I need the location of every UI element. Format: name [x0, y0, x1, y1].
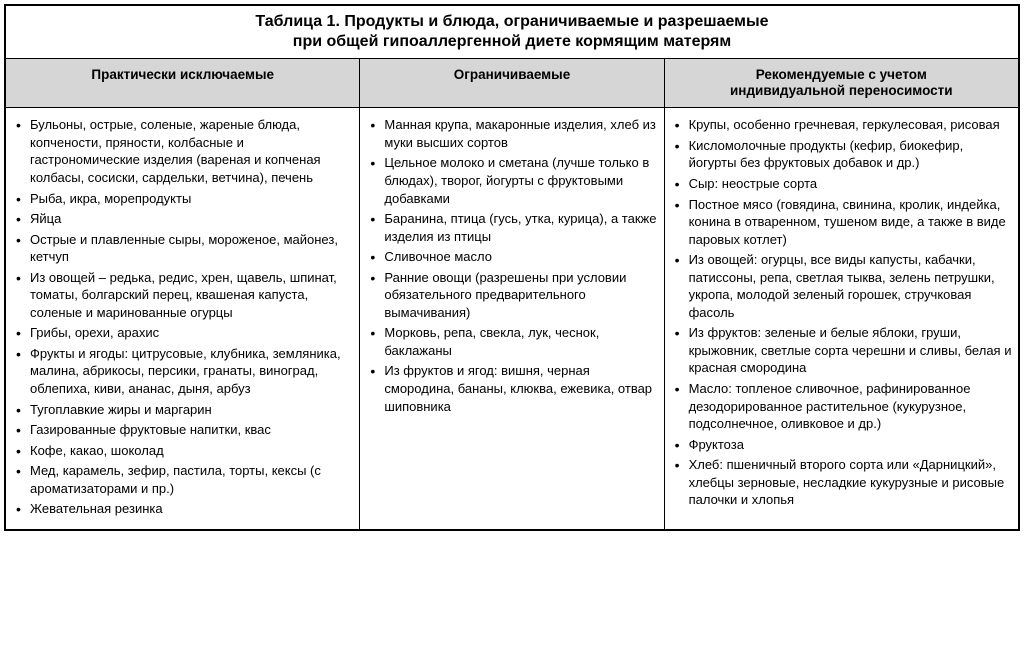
list-item: Жевательная резинка — [30, 500, 353, 521]
diet-table: Таблица 1. Продукты и блюда, ограничивае… — [4, 4, 1020, 531]
list-item: Масло: топленое сливочное, рафинированно… — [689, 380, 1012, 436]
list-item: Грибы, орехи, арахис — [30, 324, 353, 345]
list-item: Острые и плавленные сыры, мороженое, май… — [30, 231, 353, 269]
list-item: Фруктоза — [689, 436, 1012, 457]
limited-cell: Манная крупа, макаронные изделия, хлеб и… — [360, 108, 664, 530]
list-item: Из овощей – редька, редис, хрен, щавель,… — [30, 269, 353, 325]
list-item: Тугоплавкие жиры и маргарин — [30, 401, 353, 422]
list-item: Яйца — [30, 210, 353, 231]
title-line-1: Таблица 1. Продукты и блюда, ограничивае… — [255, 13, 768, 30]
recommended-cell: Крупы, особенно гречневая, геркулесовая,… — [664, 108, 1019, 530]
list-item: Рыба, икра, морепродукты — [30, 190, 353, 211]
column-header-recommended: Рекомендуемые с учетом индивидуальной пе… — [664, 59, 1019, 108]
table-title: Таблица 1. Продукты и блюда, ограничивае… — [5, 5, 1019, 59]
list-item: Манная крупа, макаронные изделия, хлеб и… — [384, 116, 657, 154]
list-item: Кисломолочные продукты (кефир, биокефир,… — [689, 137, 1012, 175]
list-item: Баранина, птица (гусь, утка, курица), а … — [384, 210, 657, 248]
list-item: Фрукты и ягоды: цитрусовые, клубника, зе… — [30, 345, 353, 401]
list-item: Постное мясо (говядина, свинина, кролик,… — [689, 196, 1012, 252]
list-item: Мед, карамель, зефир, пастила, торты, ке… — [30, 462, 353, 500]
excluded-cell: Бульоны, острые, соленые, жареные блюда,… — [5, 108, 360, 530]
list-item: Морковь, репа, свекла, лук, чеснок, бакл… — [384, 324, 657, 362]
list-item: Цельное молоко и сметана (лучше только в… — [384, 154, 657, 210]
list-item: Сливочное масло — [384, 248, 657, 269]
list-item: Из фруктов и ягод: вишня, черная смороди… — [384, 362, 657, 418]
excluded-list: Бульоны, острые, соленые, жареные блюда,… — [12, 116, 353, 520]
limited-list: Манная крупа, макаронные изделия, хлеб и… — [366, 116, 657, 418]
column-header-excluded: Практически исключаемые — [5, 59, 360, 108]
list-item: Из фруктов: зеленые и белые яблоки, груш… — [689, 324, 1012, 380]
list-item: Сыр: неострые сорта — [689, 175, 1012, 196]
list-item: Бульоны, острые, соленые, жареные блюда,… — [30, 116, 353, 189]
list-item: Хлеб: пшеничный второго сорта или «Дарни… — [689, 456, 1012, 512]
recommended-list: Крупы, особенно гречневая, геркулесовая,… — [671, 116, 1012, 511]
list-item: Газированные фруктовые напитки, квас — [30, 421, 353, 442]
column-header-limited: Ограничиваемые — [360, 59, 664, 108]
list-item: Кофе, какао, шоколад — [30, 442, 353, 463]
list-item: Ранние овощи (разрешены при условии обяз… — [384, 269, 657, 325]
title-line-2: при общей гипоаллергенной диете кормящим… — [293, 33, 731, 50]
list-item: Из овощей: огурцы, все виды капусты, каб… — [689, 251, 1012, 324]
list-item: Крупы, особенно гречневая, геркулесовая,… — [689, 116, 1012, 137]
